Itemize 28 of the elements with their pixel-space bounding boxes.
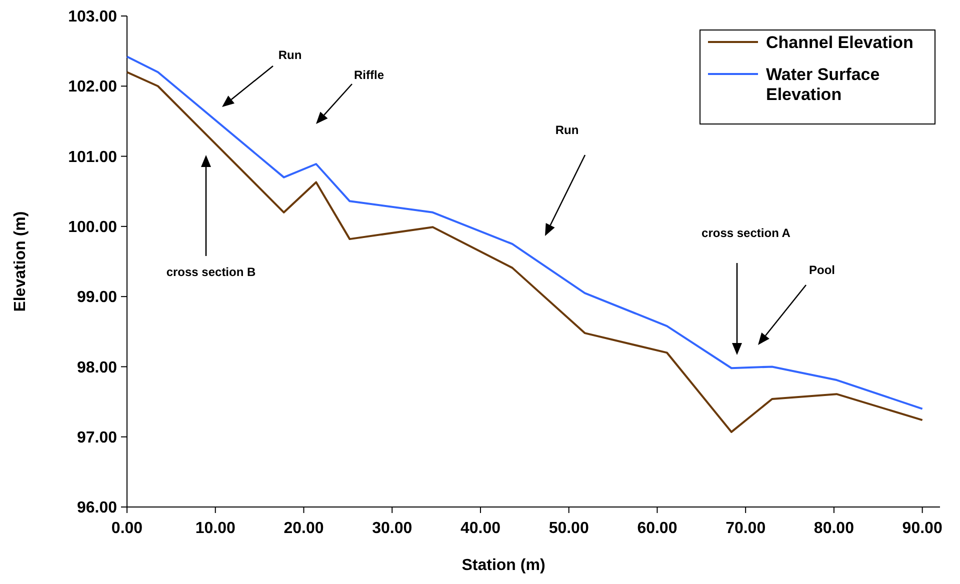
x-tick-label: 0.00 [111,520,143,537]
legend-label: Water Surface Elevation [766,65,880,104]
annotation: Riffle [354,68,384,82]
annotation: cross section A [702,226,791,240]
y-tick-label: 100.00 [68,219,118,236]
x-tick-label: 50.00 [548,520,589,537]
annotation: Run [555,123,579,138]
annotation: Run [278,48,302,62]
annotation: Pool [809,263,835,278]
x-tick-label: 90.00 [902,520,942,537]
x-axis-title: Station (m) [462,557,546,574]
y-tick-label: 102.00 [68,78,118,96]
x-tick-label: 80.00 [814,520,854,537]
annotation: cross section B [166,265,256,280]
x-tick-label: 10.00 [195,520,236,537]
x-tick-label: 70.00 [726,520,766,537]
y-tick-label: 97.00 [76,429,118,446]
y-tick-label: 99.00 [76,289,118,306]
y-tick-label: 96.00 [76,500,118,517]
y-axis-title: Elevation (m) [12,211,29,312]
y-tick-label: 98.00 [76,359,118,376]
x-tick-label: 20.00 [284,520,324,537]
x-tick-label: 40.00 [460,520,501,537]
x-tick-label: 60.00 [637,520,678,537]
legend-label: Channel Elevation [766,33,914,52]
y-tick-label: 101.00 [68,148,118,166]
x-tick-label: 30.00 [372,520,412,537]
y-tick-label: 103.00 [68,8,118,26]
